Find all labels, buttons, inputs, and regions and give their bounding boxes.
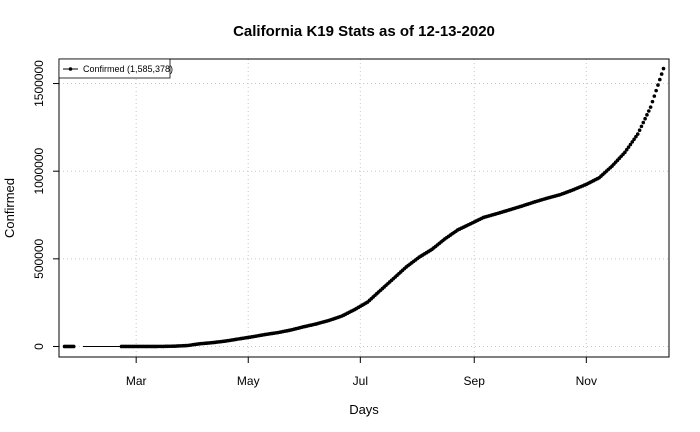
data-point <box>635 132 640 136</box>
x-tick-label: May <box>237 374 260 388</box>
data-point <box>643 116 647 121</box>
data-point <box>652 94 657 98</box>
y-tick-label: 1500000 <box>32 60 46 107</box>
data-series <box>62 66 666 349</box>
x-tick-label: Sep <box>464 374 486 388</box>
data-point <box>626 145 631 149</box>
data-point <box>645 113 649 117</box>
data-point <box>71 344 76 349</box>
grid <box>59 59 669 357</box>
chart-title: California K19 Stats as of 12-13-2020 <box>233 23 495 40</box>
y-axis-title: Confirmed <box>2 178 17 238</box>
data-point <box>639 124 644 129</box>
data-point <box>634 134 638 139</box>
x-tick-label: Mar <box>126 374 147 388</box>
series-group <box>62 66 666 349</box>
y-tick-label: 0 <box>32 343 46 350</box>
plot-frame <box>58 58 670 358</box>
data-point <box>654 88 658 93</box>
data-point <box>650 99 655 104</box>
data-point <box>648 105 653 109</box>
data-point <box>641 120 646 125</box>
x-tick-label: Jul <box>353 374 368 388</box>
x-tick-label: Nov <box>576 374 597 388</box>
data-point <box>661 66 666 71</box>
data-point <box>637 128 642 133</box>
legend-box <box>58 58 171 79</box>
data-point <box>623 150 627 155</box>
data-point <box>658 77 662 82</box>
x-axis-title: Days <box>349 402 379 417</box>
y-tick-label: 500000 <box>32 238 46 278</box>
data-point <box>632 137 636 142</box>
data-point <box>656 83 660 87</box>
x-axis: Mar May Jul Sep Nov <box>126 357 597 388</box>
data-point <box>628 142 633 147</box>
legend-marker <box>68 67 73 71</box>
data-point <box>646 109 651 113</box>
data-point <box>659 72 664 76</box>
data-point <box>624 147 629 152</box>
y-tick-label: 1000000 <box>32 148 46 195</box>
legend: Confirmed (1,585,378) <box>58 58 173 79</box>
y-axis: 0 500000 1000000 1500000 <box>32 60 59 350</box>
legend-label: Confirmed (1,585,378) <box>83 64 173 74</box>
data-point <box>630 140 635 144</box>
